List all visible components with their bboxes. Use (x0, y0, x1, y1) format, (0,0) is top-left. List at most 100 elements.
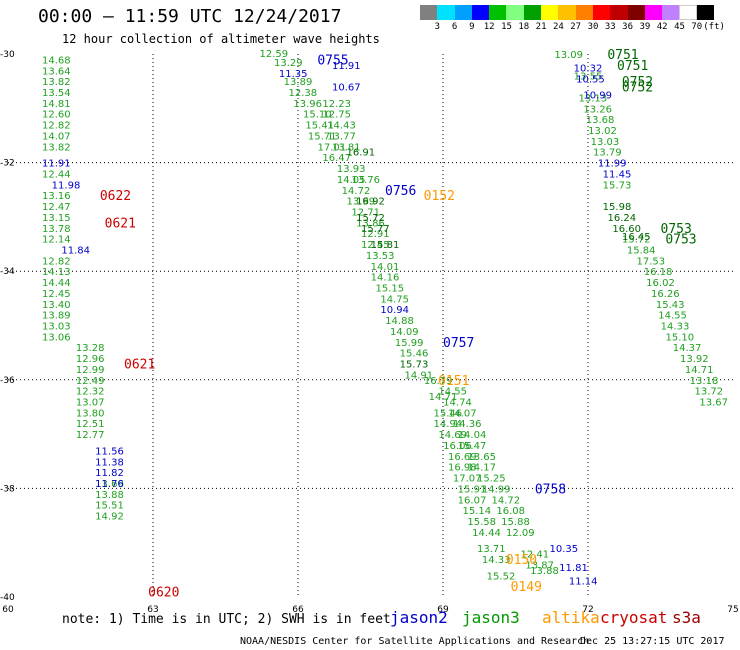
wave-height-value: 16.60 (612, 224, 641, 235)
wave-height-value: 12.60 (42, 110, 71, 121)
wave-height-value: 12.45 (42, 289, 71, 300)
pass-time-labels: 0622 0621 0621 0620 0755 0756 0757 0758 0152 0151… (100, 48, 697, 601)
wave-height-value: 16.24 (608, 213, 637, 224)
wave-height-value: 11.98 (52, 180, 81, 191)
legend-label: 12 (483, 22, 495, 32)
satellite-jason2-label: jason2 (390, 608, 448, 627)
wave-height-value: 14.99 (482, 484, 511, 495)
wave-height-value: 13.86 (356, 218, 385, 229)
pass-time-label: 0751 (607, 48, 638, 63)
wave-height-value: 13.67 (699, 398, 728, 409)
wave-height-value: 13.02 (588, 126, 617, 137)
wave-height-value: 14.04 (458, 430, 487, 441)
legend-swatch (541, 5, 559, 20)
legend-swatch (610, 5, 628, 20)
wave-height-value: 13.72 (695, 387, 724, 398)
wave-height-value: 15.15 (376, 283, 405, 294)
pass-time-label: 0752 (622, 75, 653, 90)
wave-height-value: 14.68 (42, 55, 71, 66)
legend-swatch (489, 5, 507, 20)
wave-height-value: 15.73 (400, 360, 429, 371)
wave-height-value: 16.07 (458, 495, 487, 506)
wave-height-value: 15.10 (666, 332, 695, 343)
wave-height-value: 13.89 (42, 311, 71, 322)
wave-height-value: 14.74 (443, 398, 472, 409)
satellite-cryosat-label: cryosat (600, 608, 668, 627)
wave-height-value: 12.23 (322, 99, 351, 110)
wave-height-value: 15.46 (400, 349, 429, 360)
wave-height-value: 16.47 (322, 153, 351, 164)
wave-height-value: 14.01 (371, 262, 400, 273)
wave-height-value: 15.99 (395, 338, 424, 349)
pass-time-label: 0621 (124, 358, 155, 373)
pass-time-label: 0152 (424, 189, 455, 204)
wave-height-value: 14.44 (42, 278, 71, 289)
wave-height-value: 14.13 (42, 267, 71, 278)
wave-height-value: 12.45 (361, 240, 390, 251)
legend-swatch (679, 5, 697, 20)
x-tick-label: 75 (727, 605, 738, 615)
wave-height-value: 11.91 (42, 159, 71, 170)
wave-height-value: 14.43 (327, 121, 356, 132)
wave-height-value: 13.81 (332, 142, 361, 153)
wave-height-value: 13.07 (76, 398, 105, 409)
wave-height-value: 11.35 (279, 69, 308, 80)
wave-height-value: 13.28 (76, 343, 105, 354)
wave-height-value: 15.14 (463, 506, 492, 517)
credit-text: NOAA/NESDIS Center for Satellite Applica… (240, 636, 590, 647)
wave-height-value: 13.54 (42, 88, 71, 99)
wave-height-value: 17.53 (637, 256, 666, 267)
wave-height-value: 16.06 (443, 441, 472, 452)
wave-height-value: 13.69 (95, 479, 124, 490)
wave-height-value: 12.47 (42, 202, 71, 213)
wave-height-value: 15.41 (305, 121, 334, 132)
legend-swatch (454, 5, 472, 20)
wave-height-value: 11.81 (559, 563, 588, 574)
map-grid (8, 54, 733, 597)
legend-swatch (558, 5, 576, 20)
wave-height-value: 14.75 (380, 294, 409, 305)
legend-label: 24 (552, 22, 564, 32)
wave-height-value: 13.68 (586, 115, 615, 126)
wave-height-value: 12.32 (76, 387, 105, 398)
wave-height-value: 13.40 (42, 300, 71, 311)
wave-height-value: 16.26 (651, 289, 680, 300)
map-subtitle: 12 hour collection of altimeter wave hei… (62, 32, 380, 46)
wave-height-value: 14.16 (371, 273, 400, 284)
wave-height-value: 15.98 (603, 202, 632, 213)
pass-time-label: 0621 (105, 216, 136, 231)
legend-label: 39 (639, 22, 651, 32)
wave-height-value: 12.59 (260, 49, 289, 60)
legend-swatch (644, 5, 663, 20)
wave-height-value: 12.99 (76, 365, 105, 376)
wave-height-value: 11.38 (95, 457, 124, 468)
legend-label: 45 (674, 22, 685, 32)
wave-height-value: 13.99 (347, 197, 376, 208)
wave-height-value: 11.84 (61, 245, 90, 256)
x-tick-label: 63 (147, 605, 158, 615)
pass-time-label: 0756 (385, 184, 416, 199)
legend-swatch (420, 5, 438, 20)
wave-height-value: 14.72 (492, 495, 521, 506)
wave-height-value: 16.45 (622, 232, 651, 243)
wave-height-value: 13.06 (42, 332, 71, 343)
wave-height-value: 10.99 (583, 91, 612, 102)
wave-height-value: 12.75 (322, 110, 351, 121)
wave-height-value: 13.13 (579, 93, 608, 104)
wave-height-value: 11.76 (95, 479, 124, 490)
wave-height-value: 16.18 (644, 267, 673, 278)
pass-time-label: 0150 (506, 553, 537, 568)
wave-height-points: 14.6813.6413.8213.5414.8112.6012.8214.07… (42, 49, 728, 588)
pass-time-label: 0622 (100, 189, 131, 204)
legend-swatch (471, 5, 490, 20)
generated-timestamp: Dec 25 13:27:15 UTC 2017 (580, 636, 725, 647)
x-tick-label: 69 (437, 605, 449, 615)
wave-height-value: 13.09 (554, 50, 583, 61)
legend-swatch (506, 5, 524, 20)
pass-time-label: 0149 (511, 580, 542, 595)
wave-height-value: 15.25 (477, 474, 506, 485)
wave-height-value: 13.89 (284, 77, 313, 88)
wave-height-value: 11.45 (603, 169, 632, 180)
legend-swatch (437, 5, 455, 20)
wave-height-value: 15.73 (603, 180, 632, 191)
